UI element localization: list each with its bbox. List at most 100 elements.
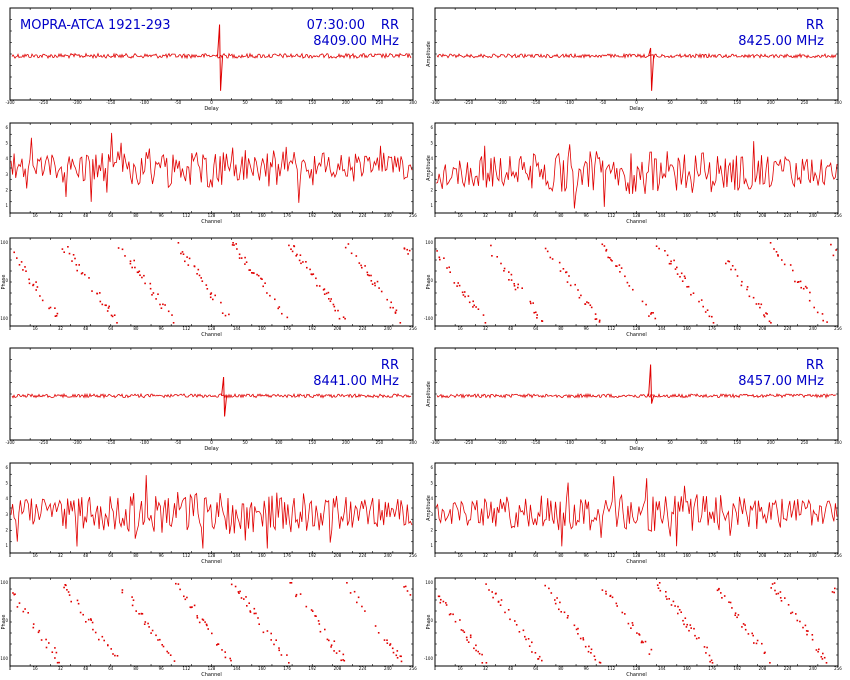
phase-point (202, 619, 205, 621)
phase-point (577, 627, 579, 630)
phase-point (338, 650, 341, 652)
x-tick-label: 176 (283, 666, 291, 671)
phase-point (56, 312, 59, 315)
y-tick-label: 1 (5, 543, 8, 548)
x-tick-label: 16 (458, 553, 464, 558)
phase-point (149, 282, 152, 285)
phase-point (155, 634, 157, 637)
phase-point (670, 262, 672, 265)
phase-point (228, 313, 230, 316)
phase-point (640, 641, 643, 644)
phase-point (141, 613, 144, 615)
polarization-label: RR (381, 358, 399, 373)
x-tick-label: 250 (801, 100, 809, 105)
x-tick-label: -100 (140, 440, 150, 445)
x-tick-label: 0 (434, 213, 437, 218)
x-tick-label: 16 (33, 666, 39, 671)
phase-point (720, 592, 722, 594)
phase-point (298, 259, 301, 262)
phase-point (711, 662, 714, 664)
phase-point (773, 248, 775, 250)
phase-point (615, 602, 618, 605)
x-tick-label: 176 (708, 326, 716, 331)
phase-point (389, 643, 392, 645)
phase-point (255, 612, 257, 615)
phase-point (266, 630, 269, 632)
phase-point (448, 613, 451, 616)
x-tick-label: 0 (210, 440, 213, 445)
phase-point (380, 290, 383, 293)
phase-point (404, 585, 407, 588)
phase-point (590, 652, 592, 654)
phase-point (491, 255, 493, 257)
y-axis-title: Phase (426, 275, 432, 290)
phase-point (582, 637, 584, 639)
y-tick-label: 0 (5, 618, 8, 623)
x-tick-label: -150 (106, 440, 116, 445)
phase-point (755, 303, 758, 305)
phase-point (443, 257, 445, 259)
phase-point (177, 583, 180, 585)
amplitude-trace-line (435, 476, 838, 547)
phase-point (139, 274, 141, 276)
phase-point (500, 262, 502, 265)
phase-point (129, 260, 132, 262)
phase-point (562, 268, 565, 270)
phase-point (206, 288, 209, 290)
x-tick-label: 80 (558, 666, 564, 671)
phase-point (386, 639, 388, 641)
phase-point (253, 607, 256, 610)
phase-point (605, 250, 607, 252)
x-tick-label: 128 (208, 213, 216, 218)
phase-point (121, 248, 124, 251)
phase-point (342, 659, 344, 661)
phase-point (12, 592, 14, 594)
phase-point (233, 244, 235, 246)
frequency-label: 8457.00 MHz (738, 374, 824, 389)
phase-point (101, 303, 104, 306)
phase-point (302, 261, 304, 263)
phase-point (288, 244, 290, 247)
phase-point (87, 618, 90, 621)
x-tick-label: -250 (464, 440, 474, 445)
phase-point (24, 266, 26, 268)
phase-point (310, 609, 313, 611)
phase-point (514, 620, 516, 622)
phase-point (808, 299, 811, 302)
phase-point (77, 602, 80, 605)
phase-point (599, 662, 602, 664)
x-tick-label: -100 (140, 100, 150, 105)
phase-point (191, 606, 193, 608)
polarization-label: RR (806, 358, 824, 373)
phase-point (598, 321, 601, 323)
x-tick-label: 250 (376, 100, 384, 105)
phase-point (695, 637, 698, 640)
phase-point (394, 312, 397, 314)
phase-point (409, 594, 412, 596)
phase-point (531, 641, 533, 644)
x-tick-label: 48 (83, 326, 89, 331)
phase-point (736, 275, 739, 277)
phase-point (528, 645, 531, 647)
phase-point (551, 258, 554, 260)
phase-point (76, 599, 79, 602)
x-tick-label: 250 (801, 440, 809, 445)
phase-point (65, 584, 67, 587)
phase-point (48, 307, 50, 310)
phase-point (389, 644, 391, 646)
phase-point (650, 313, 652, 315)
y-tick-label: 2 (430, 187, 433, 192)
x-tick-label: -200 (73, 100, 83, 105)
phase-point (728, 601, 730, 603)
phase-point (391, 647, 394, 650)
phase-point (556, 597, 558, 599)
phase-point (280, 654, 283, 656)
phase-point (386, 298, 388, 301)
phase-point (499, 604, 502, 606)
phase-point (157, 293, 159, 295)
x-tick-label: 224 (784, 213, 792, 218)
phase-point (465, 636, 468, 639)
phase-point (159, 638, 161, 641)
phase-point (211, 632, 213, 635)
phase-point (403, 248, 406, 250)
